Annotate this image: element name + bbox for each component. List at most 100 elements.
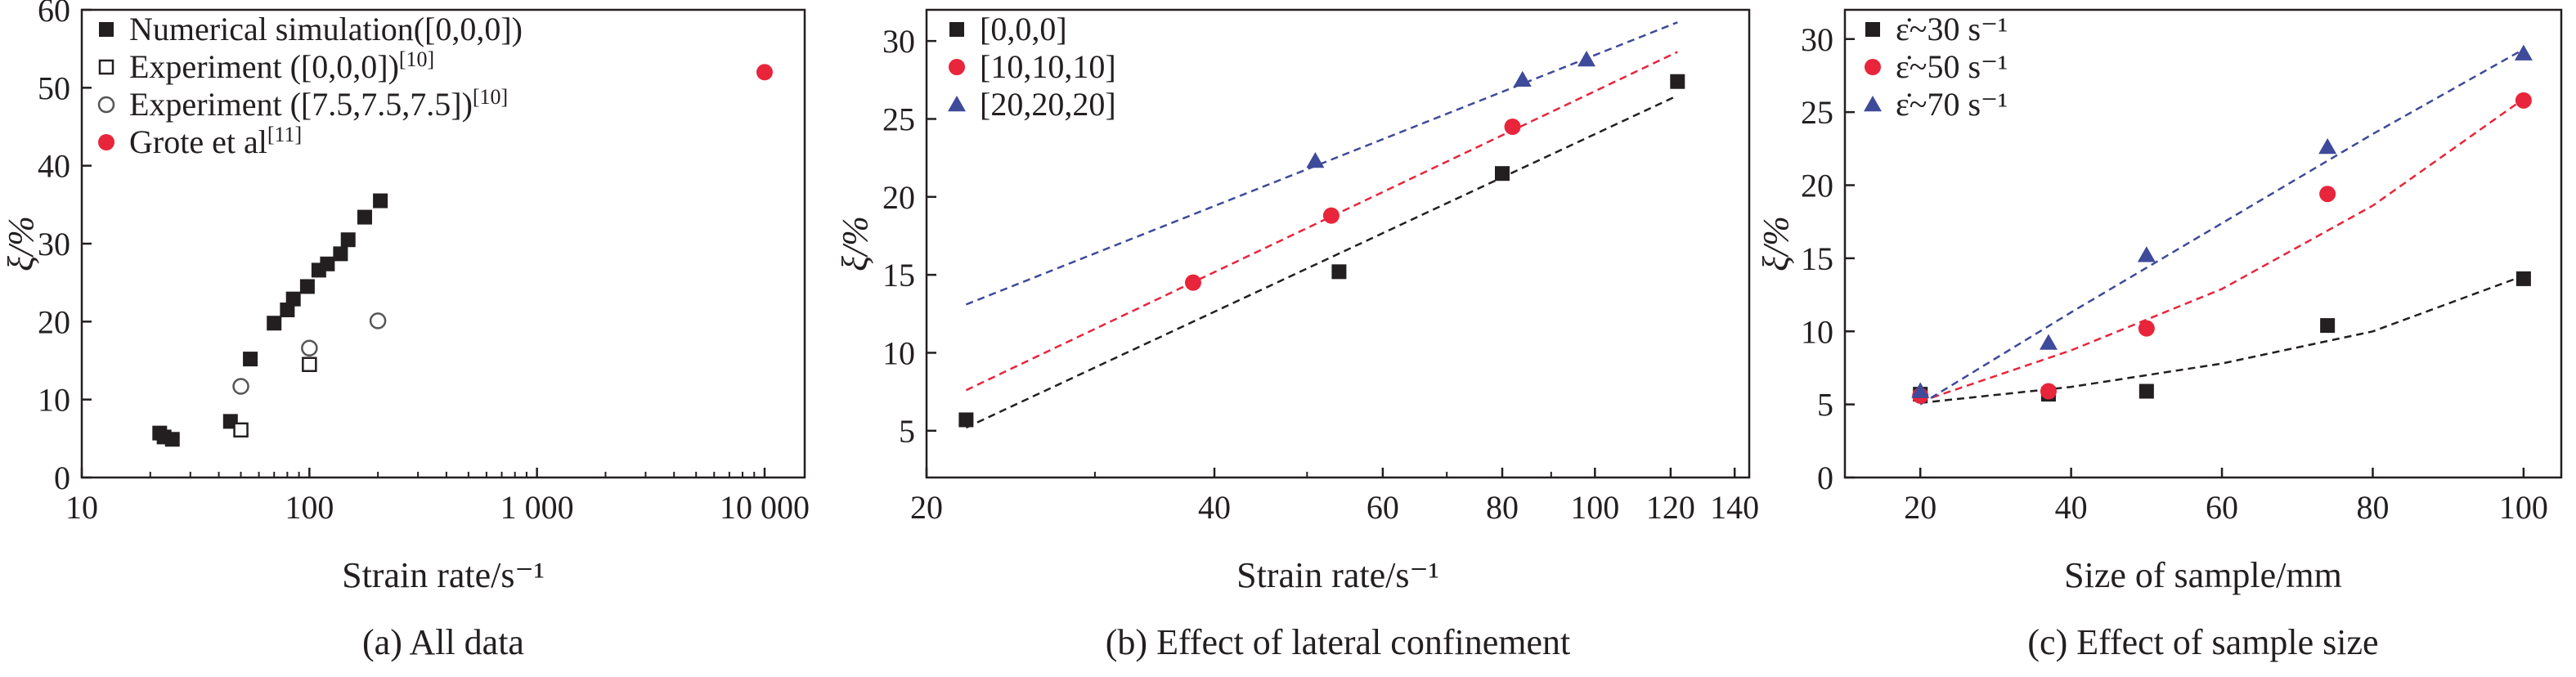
panel-caption: (b) Effect of lateral confinement xyxy=(1106,622,1570,662)
x-tick-label: 40 xyxy=(1198,489,1231,526)
data-point xyxy=(267,316,282,331)
data-point xyxy=(340,232,356,248)
legend-entry: ε̇~50 s⁻¹ xyxy=(1865,48,2008,85)
y-axis-title: ξ/% xyxy=(835,216,875,271)
y-tick-label: 10 xyxy=(1801,313,1833,350)
x-tick-label: 100 xyxy=(2499,489,2548,526)
x-tick-label: 20 xyxy=(910,489,943,526)
y-tick-label: 60 xyxy=(38,0,70,29)
y-tick-label: 20 xyxy=(38,303,70,340)
series-1 xyxy=(1184,119,1521,291)
legend-marker xyxy=(1865,59,1881,75)
legend-entry: [10,10,10] xyxy=(949,48,1116,85)
x-tick-label: 20 xyxy=(1904,489,1936,526)
data-point xyxy=(369,312,387,330)
y-axis-title: ξ/% xyxy=(1,216,41,271)
legend-marker xyxy=(1864,96,1882,112)
legend-entry: ε̇~70 s⁻¹ xyxy=(1864,86,2008,123)
y-tick-label: 25 xyxy=(882,101,915,137)
legend-entry: Experiment ([0,0,0])[10] xyxy=(98,47,434,86)
legend-entry: Grote et al[11] xyxy=(98,123,302,160)
data-point xyxy=(2320,318,2336,334)
data-point xyxy=(2040,383,2057,400)
data-point xyxy=(2514,44,2533,61)
legend-label: ε̇~70 s⁻¹ xyxy=(1896,86,2008,123)
y-tick-label: 30 xyxy=(38,226,70,262)
series-1 xyxy=(1912,92,2532,404)
panel-caption: (c) Effect of sample size xyxy=(2027,622,2378,662)
data-point xyxy=(285,291,301,307)
data-point xyxy=(1911,382,1930,398)
data-point xyxy=(756,64,773,81)
legend-entry: [20,20,20] xyxy=(948,86,1116,123)
data-point xyxy=(373,193,388,208)
legend-entry: Numerical simulation([0,0,0]) xyxy=(99,11,523,47)
y-tick-label: 50 xyxy=(38,69,70,106)
data-point xyxy=(243,352,258,367)
legend-label: ε̇~30 s⁻¹ xyxy=(1896,11,2008,47)
y-tick-label: 5 xyxy=(899,413,915,450)
x-axis-title: Strain rate/s⁻¹ xyxy=(1236,555,1439,595)
legend-label: [10,10,10] xyxy=(980,48,1116,85)
y-tick-label: 30 xyxy=(882,23,915,60)
data-point xyxy=(958,412,974,428)
fit-line-0 xyxy=(1920,275,2524,405)
legend-marker xyxy=(98,59,114,75)
fit-line-2 xyxy=(1919,48,2524,406)
series-0 xyxy=(1913,271,2531,402)
legend-marker xyxy=(98,134,114,150)
data-point xyxy=(1504,119,1521,135)
y-axis-title: ξ/% xyxy=(1756,216,1796,271)
y-tick-label: 15 xyxy=(882,257,915,294)
data-point xyxy=(2515,271,2531,286)
data-point xyxy=(333,246,348,262)
x-tick-label: 120 xyxy=(1646,489,1695,526)
fit-line-1 xyxy=(965,51,1678,392)
x-axis-title: Strain rate/s⁻¹ xyxy=(342,555,545,595)
data-point xyxy=(1306,151,1325,168)
data-point xyxy=(1513,70,1532,87)
data-point xyxy=(1184,274,1201,291)
data-point xyxy=(2319,186,2336,203)
series-2 xyxy=(232,312,387,395)
y-tick-label: 20 xyxy=(1801,168,1833,204)
x-tick-label: 40 xyxy=(2055,489,2088,526)
legend-label: Experiment ([0,0,0])[10] xyxy=(129,47,434,86)
data-point xyxy=(1331,264,1347,280)
data-point xyxy=(2515,92,2532,109)
x-tick-label: 100 xyxy=(1570,489,1619,526)
legend-marker xyxy=(949,59,965,75)
series-1 xyxy=(233,356,317,438)
legend-label: [20,20,20] xyxy=(980,86,1116,123)
data-point xyxy=(2138,320,2155,337)
x-tick-label: 10 000 xyxy=(720,489,810,526)
data-point xyxy=(2138,383,2154,399)
y-tick-label: 10 xyxy=(38,382,70,419)
x-tick-label: 60 xyxy=(1367,489,1399,526)
panel-caption: (a) All data xyxy=(362,622,524,662)
y-tick-label: 10 xyxy=(882,334,915,371)
x-tick-label: 10 xyxy=(65,489,98,526)
series-0 xyxy=(958,74,1685,428)
legend-label: ε̇~50 s⁻¹ xyxy=(1896,48,2008,85)
legend-label: [0,0,0] xyxy=(980,11,1067,47)
x-tick-label: 1 000 xyxy=(500,489,574,526)
data-point xyxy=(1577,51,1596,67)
y-tick-label: 15 xyxy=(1801,240,1833,277)
data-point xyxy=(233,422,249,438)
x-tick-label: 80 xyxy=(2356,489,2389,526)
legend-marker xyxy=(99,22,114,37)
legend-marker xyxy=(1865,22,1880,37)
series-2 xyxy=(1911,44,2533,398)
y-tick-label: 30 xyxy=(1801,21,1833,58)
y-tick-label: 5 xyxy=(1817,387,1833,424)
legend-marker xyxy=(97,96,115,114)
data-point xyxy=(1670,74,1685,89)
fit-line-1 xyxy=(1919,97,2524,403)
x-tick-label: 80 xyxy=(1486,489,1519,526)
x-tick-label: 100 xyxy=(285,489,334,526)
x-tick-label: 140 xyxy=(1710,489,1759,526)
legend-marker xyxy=(949,22,964,37)
